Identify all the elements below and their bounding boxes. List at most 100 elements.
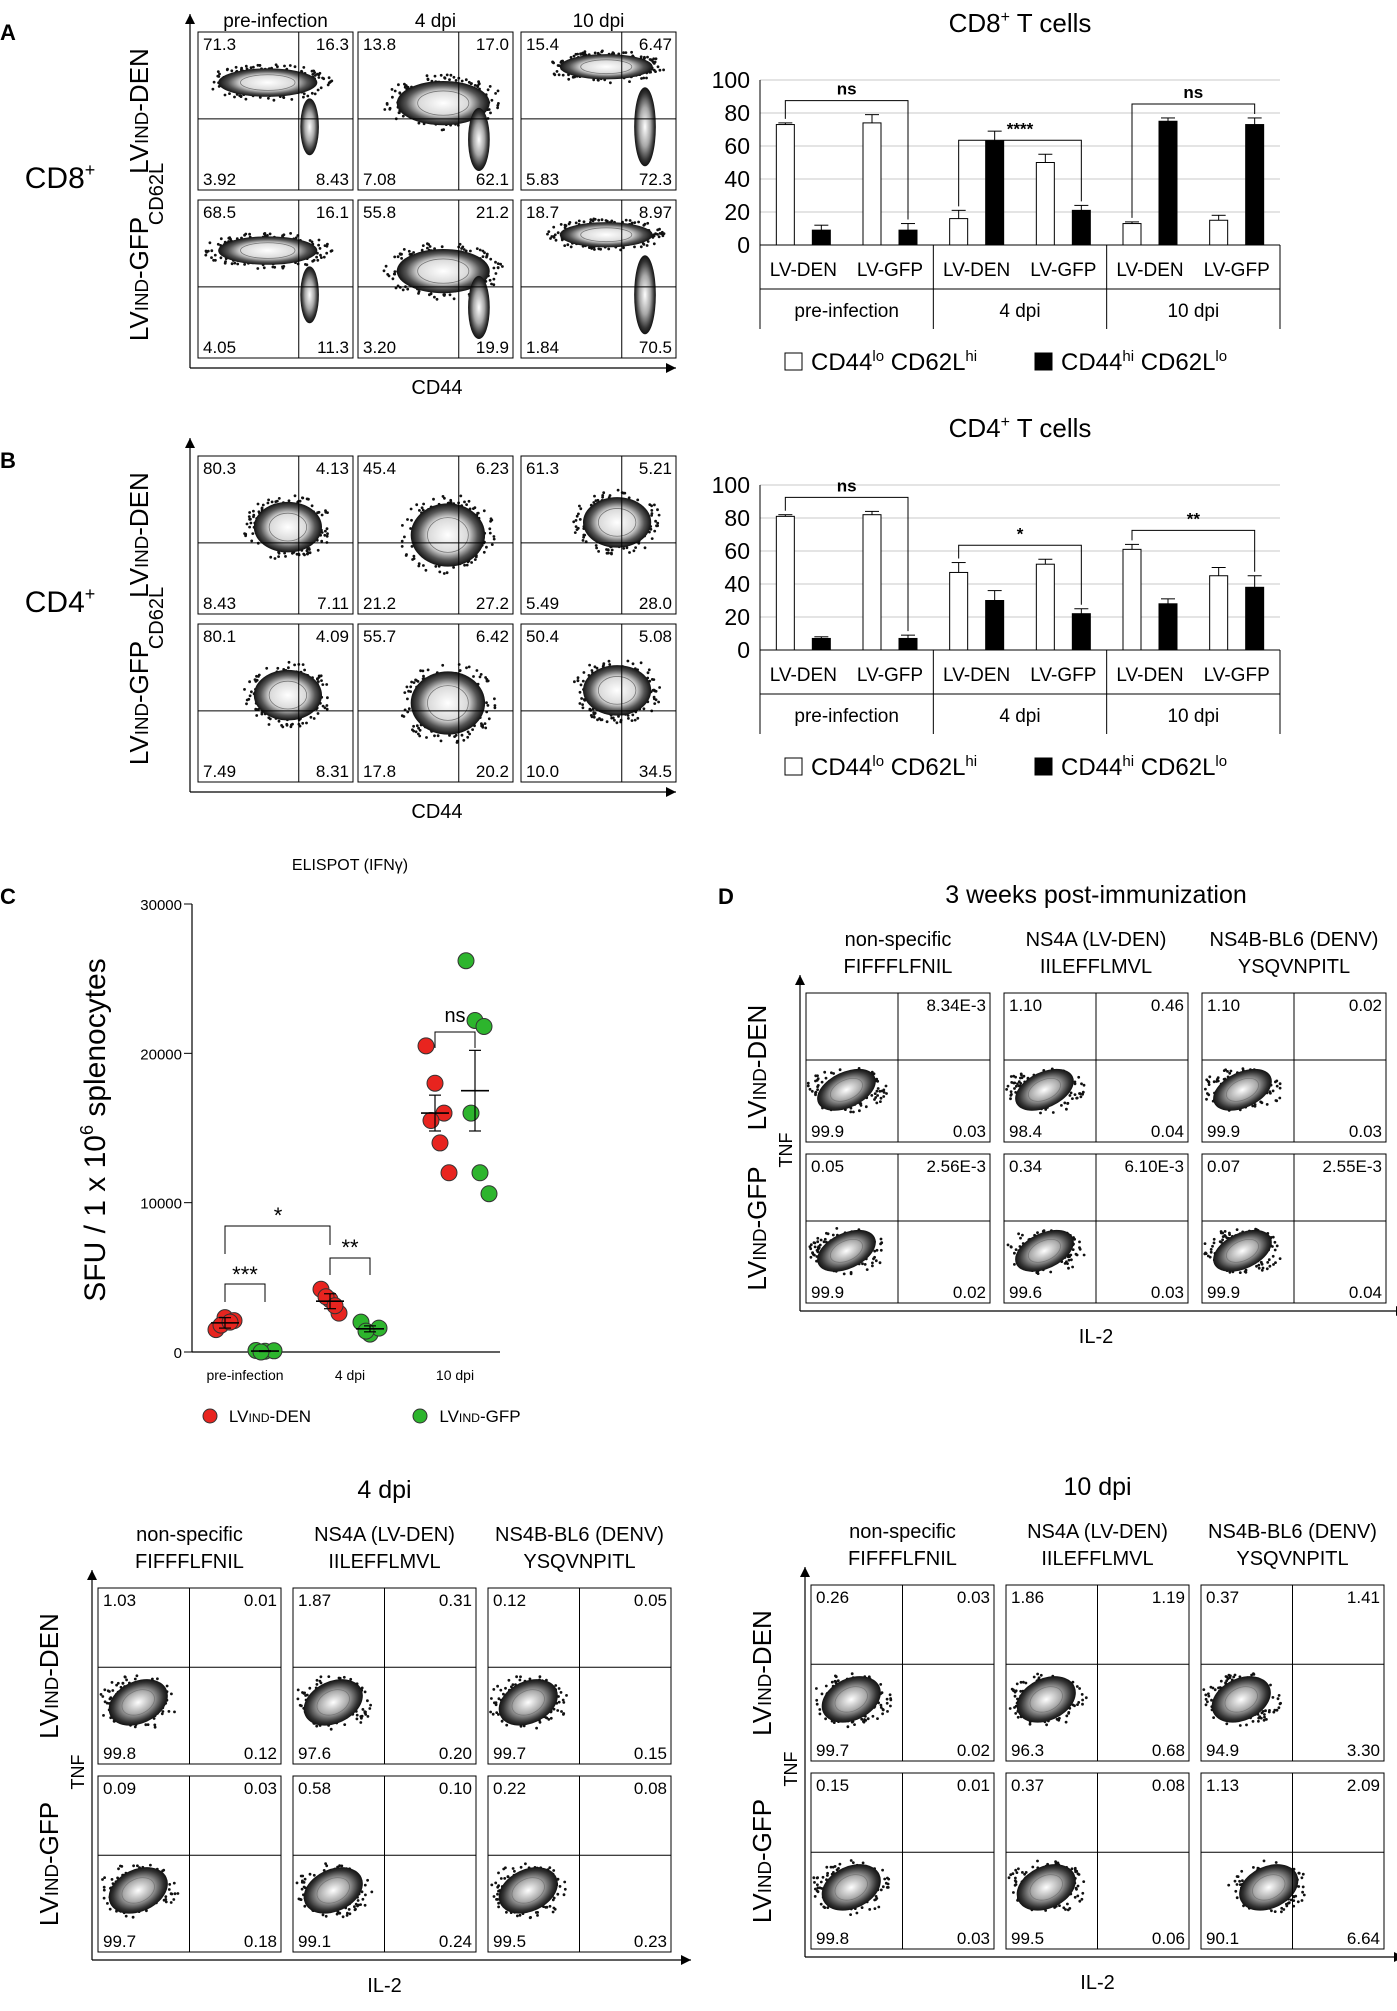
event-dot: [505, 1723, 509, 1727]
event-dot: [289, 725, 293, 729]
event-dot: [1051, 1111, 1055, 1114]
event-dot: [528, 1916, 532, 1920]
event-dot: [306, 552, 309, 555]
event-dot: [110, 1878, 114, 1881]
event-dot: [464, 249, 468, 253]
significance-label: *: [274, 1203, 283, 1228]
event-dot: [271, 265, 275, 269]
event-dot: [631, 662, 635, 666]
event-dot: [870, 1094, 874, 1097]
event-dot: [496, 1684, 499, 1688]
event-dot: [815, 1698, 819, 1702]
density-contour: [108, 1679, 168, 1726]
event-dot: [643, 222, 647, 226]
quadrant-value: 0.03: [953, 1122, 986, 1141]
event-dot: [1022, 1680, 1025, 1684]
event-dot: [270, 500, 274, 504]
event-dot: [838, 1068, 842, 1072]
axis-arrow: [795, 975, 805, 985]
event-dot: [214, 258, 217, 262]
event-dot: [1065, 1107, 1068, 1111]
flow-plot: 80.3 4.138.43 7.11: [197, 455, 354, 615]
x-tick-label: 10 dpi: [436, 1367, 474, 1383]
event-dot: [873, 1255, 876, 1259]
event-dot: [849, 1110, 853, 1114]
event-dot: [245, 522, 249, 526]
event-dot: [415, 724, 419, 728]
event-dot: [269, 555, 273, 559]
quadrant-value: 61.3: [526, 459, 559, 478]
event-dot: [348, 1912, 352, 1916]
event-dot: [1204, 1693, 1208, 1697]
event-dot: [1082, 1083, 1086, 1087]
event-dot: [1015, 1871, 1019, 1874]
flow-plot-frame: [197, 31, 354, 191]
quadrant-value: 0.08: [1152, 1776, 1185, 1795]
event-dot: [1273, 1910, 1277, 1913]
quadrant-value: 55.7: [363, 627, 396, 646]
event-dot: [1068, 1094, 1072, 1097]
event-dot: [617, 715, 620, 718]
event-dot: [656, 65, 660, 69]
event-dot: [248, 694, 252, 698]
event-dot: [1010, 1081, 1014, 1084]
event-dot: [323, 706, 327, 710]
event-dot: [1009, 1075, 1013, 1078]
event-dot: [496, 106, 499, 110]
event-dot: [1222, 1069, 1226, 1072]
quadrant-value: 0.01: [244, 1591, 277, 1610]
event-dot: [560, 1710, 563, 1713]
event-dot: [1244, 1268, 1248, 1272]
event-dot: [652, 688, 656, 692]
flow-plot: 15.4 6.475.83 72.3: [520, 31, 677, 191]
event-dot: [1212, 1716, 1215, 1719]
event-dot: [320, 679, 323, 682]
event-dot: [327, 1675, 331, 1678]
quadrant-value: 0.03: [957, 1929, 990, 1948]
event-dot: [627, 496, 631, 500]
event-dot: [654, 519, 657, 523]
event-dot: [255, 678, 259, 682]
event-dot: [296, 1697, 300, 1701]
event-dot: [310, 69, 314, 73]
event-dot: [318, 247, 322, 250]
bar: [949, 571, 969, 651]
density-contour: [580, 59, 633, 75]
event-dot: [383, 108, 387, 111]
group-label: 4 dpi: [999, 706, 1040, 727]
event-dot: [243, 263, 247, 266]
event-dot: [301, 663, 305, 666]
quadrant-value: 0.26: [816, 1588, 849, 1607]
event-dot: [302, 92, 306, 96]
event-dot: [1073, 1895, 1077, 1899]
event-dot: [815, 1702, 819, 1706]
event-dot: [502, 1692, 505, 1696]
event-dot: [1232, 1675, 1236, 1679]
event-dot: [494, 1881, 498, 1885]
event-dot: [576, 676, 580, 680]
event-dot: [483, 722, 487, 725]
event-dot: [1063, 1101, 1067, 1105]
event-dot: [575, 514, 579, 518]
event-dot: [519, 1675, 522, 1679]
event-dot: [115, 1683, 118, 1687]
event-dot: [1007, 1876, 1011, 1880]
density-contour: [511, 1689, 545, 1716]
event-dot: [1238, 1724, 1242, 1727]
event-dot: [341, 1915, 345, 1919]
data-point: [480, 1185, 498, 1203]
event-dot: [306, 547, 310, 551]
event-dot: [645, 244, 649, 247]
event-dot: [1235, 1228, 1239, 1231]
event-dot: [1017, 1084, 1021, 1088]
density-contour: [316, 1689, 350, 1716]
event-dot: [824, 1717, 827, 1721]
quadrant-value: 15.4: [526, 35, 559, 54]
event-dot: [581, 679, 585, 683]
column-header: NS4B-BL6 (DENV): [495, 1524, 664, 1546]
event-dot: [823, 1237, 827, 1241]
